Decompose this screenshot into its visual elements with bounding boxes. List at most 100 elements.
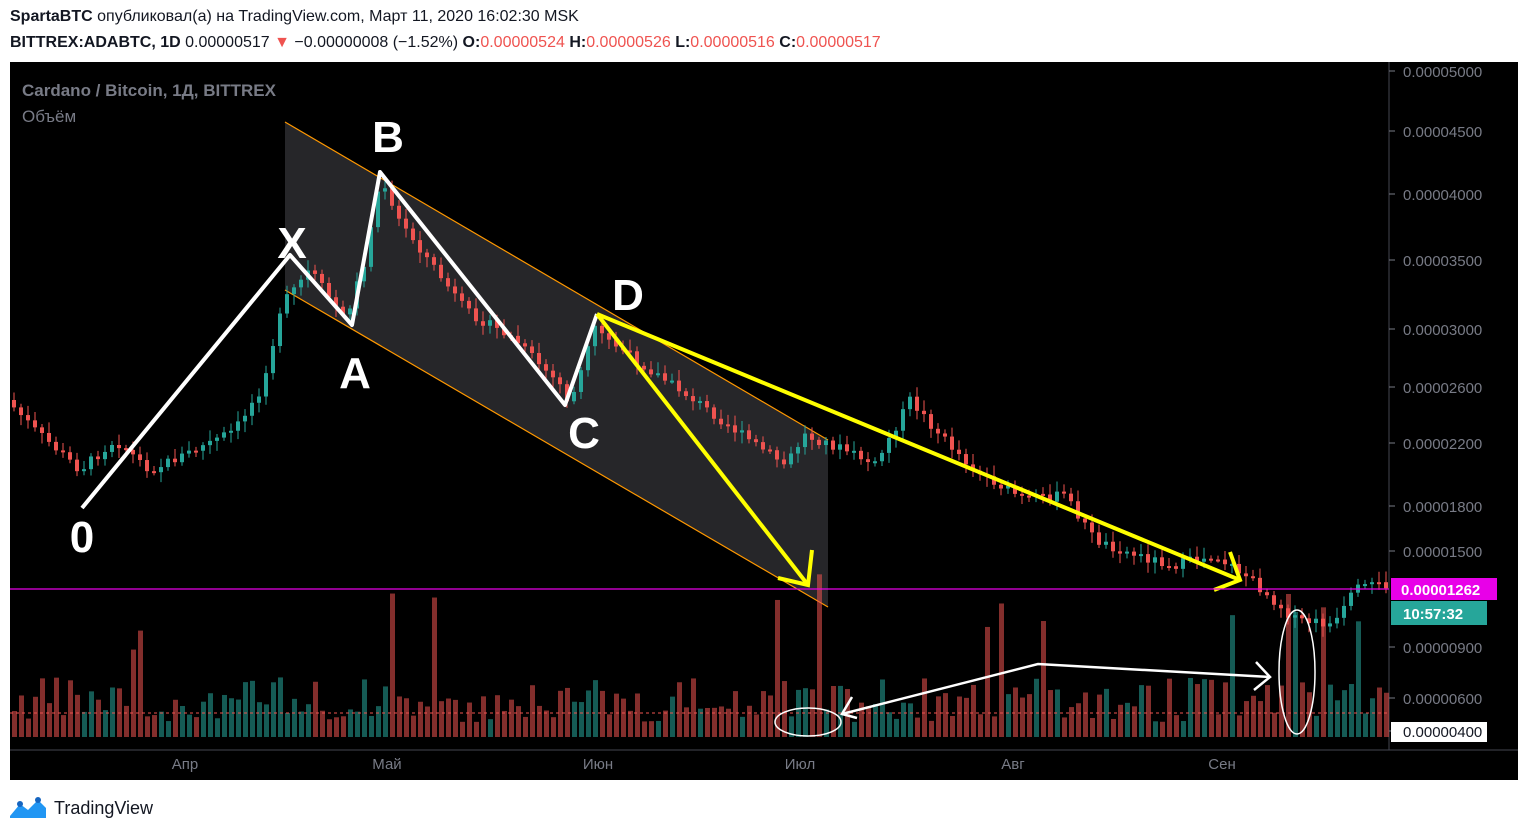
wave-label: A — [339, 349, 371, 398]
candle-body — [467, 300, 471, 309]
candle-body — [1328, 623, 1332, 627]
candle-body — [236, 421, 240, 431]
candle-body — [677, 380, 681, 392]
arrow-head-icon — [1253, 661, 1272, 691]
candle-body — [1013, 485, 1017, 494]
volume-bar — [1223, 682, 1228, 737]
candle-body — [215, 437, 219, 441]
volume-bar — [103, 710, 108, 737]
volume-bar — [901, 702, 906, 737]
candle-body — [117, 445, 121, 449]
volume-bar — [642, 721, 647, 737]
volume-bar — [110, 687, 115, 737]
candle-body — [26, 415, 30, 421]
candle-body — [572, 391, 576, 402]
volume-bar — [229, 698, 234, 737]
candle-body — [439, 264, 443, 279]
candle-body — [250, 402, 254, 416]
volume-bar — [390, 593, 395, 737]
volume-bar — [1153, 721, 1158, 737]
channel-lower-line[interactable] — [284, 289, 829, 608]
yellow-arrow-down[interactable] — [595, 312, 810, 587]
candle-body — [614, 339, 618, 347]
candle-body — [1195, 556, 1199, 562]
candle-body — [1307, 618, 1311, 624]
volume-bar — [495, 695, 500, 737]
volume-highlight-ellipse[interactable] — [774, 707, 842, 737]
volume-bar — [278, 677, 283, 737]
candle-body — [1125, 551, 1129, 554]
candle-body — [145, 460, 149, 472]
volume-bar — [866, 706, 871, 737]
volume-bar — [1118, 704, 1123, 737]
price-axis[interactable]: 0.00005000 0.00004500 0.00004000 0.00003500… — [10, 64, 1497, 742]
candle-body — [1027, 495, 1031, 498]
volume-bar — [1006, 694, 1011, 737]
volume-bar — [593, 680, 598, 737]
candle-body — [68, 452, 72, 460]
candle-body — [1139, 554, 1143, 557]
candle-body — [992, 476, 996, 485]
candle-body — [1216, 559, 1220, 562]
candle-body — [40, 427, 44, 433]
candlesticks — [12, 177, 1388, 637]
channel-upper-line[interactable] — [284, 121, 829, 441]
volume-comparison-arrow[interactable] — [841, 662, 1271, 716]
candle-body — [733, 425, 737, 433]
time-axis[interactable]: Апр Май Июн Июл Авг Сен — [172, 756, 1236, 773]
candle-body — [523, 343, 527, 347]
candle-body — [341, 306, 345, 315]
price-line-badge[interactable] — [1391, 578, 1497, 600]
candle-body — [1069, 493, 1073, 502]
candle-body — [1160, 557, 1164, 567]
volume-bar — [47, 703, 52, 737]
volume-bar — [565, 687, 570, 737]
volume-bar — [1090, 717, 1095, 737]
volume-bar — [873, 704, 878, 737]
tradingview-branding[interactable]: TradingView — [8, 796, 153, 820]
volume-bar — [628, 710, 633, 737]
candle-body — [838, 444, 842, 450]
volume-bar — [180, 705, 185, 737]
volume-bar — [439, 701, 444, 737]
candle-body — [747, 430, 751, 440]
volume-highlight-ellipse[interactable] — [1278, 609, 1316, 735]
candle-body — [691, 396, 695, 402]
arrow-head-icon — [840, 696, 858, 720]
volume-bar — [411, 715, 416, 737]
candle-body — [376, 191, 380, 228]
volume-bar — [684, 707, 689, 737]
candle-body — [649, 369, 653, 375]
volume-bar — [733, 691, 738, 737]
volume-bar — [614, 693, 619, 737]
volume-bar — [1013, 687, 1018, 737]
volume-bar — [1076, 703, 1081, 737]
candle-body — [1083, 518, 1087, 523]
publish-info: SpartaBTC опубликовал(а) на TradingView.… — [10, 8, 579, 26]
volume-bar — [1384, 692, 1389, 737]
candle-body — [670, 380, 674, 383]
volume-bar — [355, 711, 360, 737]
candle-body — [1237, 563, 1241, 574]
candle-body — [1286, 608, 1290, 618]
volume-bar — [782, 681, 787, 737]
xabcd-pattern[interactable] — [80, 170, 599, 510]
yellow-trend-arrow[interactable] — [596, 312, 1241, 582]
candle-body — [166, 458, 170, 468]
pattern-drawings[interactable]: 0 X A B C D — [70, 113, 1316, 737]
candle-body — [33, 420, 37, 428]
volume-bar — [817, 574, 822, 737]
volume-bar — [1020, 697, 1025, 737]
candle-body — [54, 441, 58, 451]
author-name[interactable]: SpartaBTC — [10, 8, 93, 25]
volume-bar — [502, 710, 507, 737]
candle-body — [446, 278, 450, 287]
candle-body — [1251, 576, 1255, 579]
candle-body — [89, 456, 93, 470]
volume-bar — [670, 696, 675, 737]
volume-bar — [523, 716, 528, 737]
volume-bar — [1300, 682, 1305, 737]
candle-body — [852, 450, 856, 453]
time-tick-label: Авг — [1001, 756, 1025, 773]
